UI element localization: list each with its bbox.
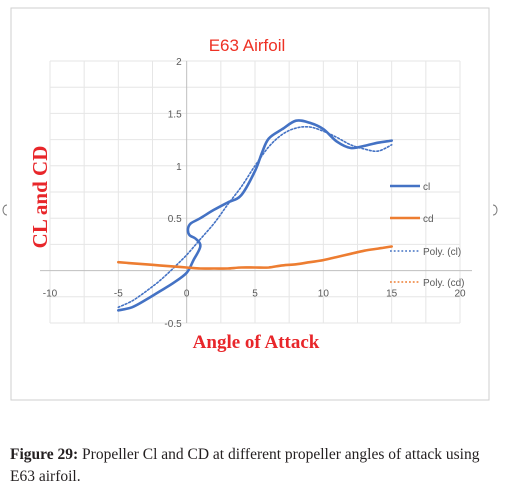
legend-label-poly-cd: Poly. (cd) bbox=[423, 278, 465, 289]
legend-label-cl: cl bbox=[423, 182, 430, 193]
legend-label-poly-cl: Poly. (cl) bbox=[423, 247, 461, 258]
selection-handle-right bbox=[492, 204, 498, 216]
y-axis-label: CL and CD bbox=[28, 146, 52, 249]
y-tick-label: 1.5 bbox=[168, 109, 182, 120]
legend-label-cd: cd bbox=[423, 214, 434, 225]
series-line-poly-cl bbox=[117, 125, 393, 309]
y-tick-label: 1 bbox=[176, 162, 182, 173]
caption-label: Figure 29: bbox=[10, 446, 79, 463]
x-tick-label: 20 bbox=[454, 289, 466, 300]
x-tick-label: 0 bbox=[184, 289, 190, 300]
y-tick-label: -0.5 bbox=[164, 319, 182, 330]
chart-title: E63 Airfoil bbox=[209, 36, 286, 55]
y-tick-label: 2 bbox=[176, 57, 182, 68]
chart-object-border bbox=[10, 7, 490, 401]
series-line-cl bbox=[117, 119, 393, 312]
x-tick-label: 10 bbox=[318, 289, 330, 300]
x-axis-label: Angle of Attack bbox=[193, 332, 320, 353]
selection-handle-left bbox=[2, 204, 8, 216]
caption-text: Propeller Cl and CD at different propell… bbox=[10, 446, 480, 485]
tick-labels: -10 -5 0 5 10 15 20 -0.5 0.5 1 1.5 2 bbox=[43, 57, 466, 330]
axes bbox=[40, 61, 472, 323]
x-tick-label: -10 bbox=[43, 289, 58, 300]
x-tick-label: 5 bbox=[252, 289, 258, 300]
figure-caption: Figure 29: Propeller Cl and CD at differ… bbox=[10, 444, 505, 488]
y-tick-label: 0.5 bbox=[168, 214, 182, 225]
x-tick-label: -5 bbox=[114, 289, 123, 300]
x-tick-label: 15 bbox=[386, 289, 398, 300]
series-line-cd bbox=[117, 245, 393, 270]
series-lines bbox=[117, 119, 393, 312]
legend: cl cd Poly. (cl) Poly. (cd) bbox=[390, 182, 465, 289]
